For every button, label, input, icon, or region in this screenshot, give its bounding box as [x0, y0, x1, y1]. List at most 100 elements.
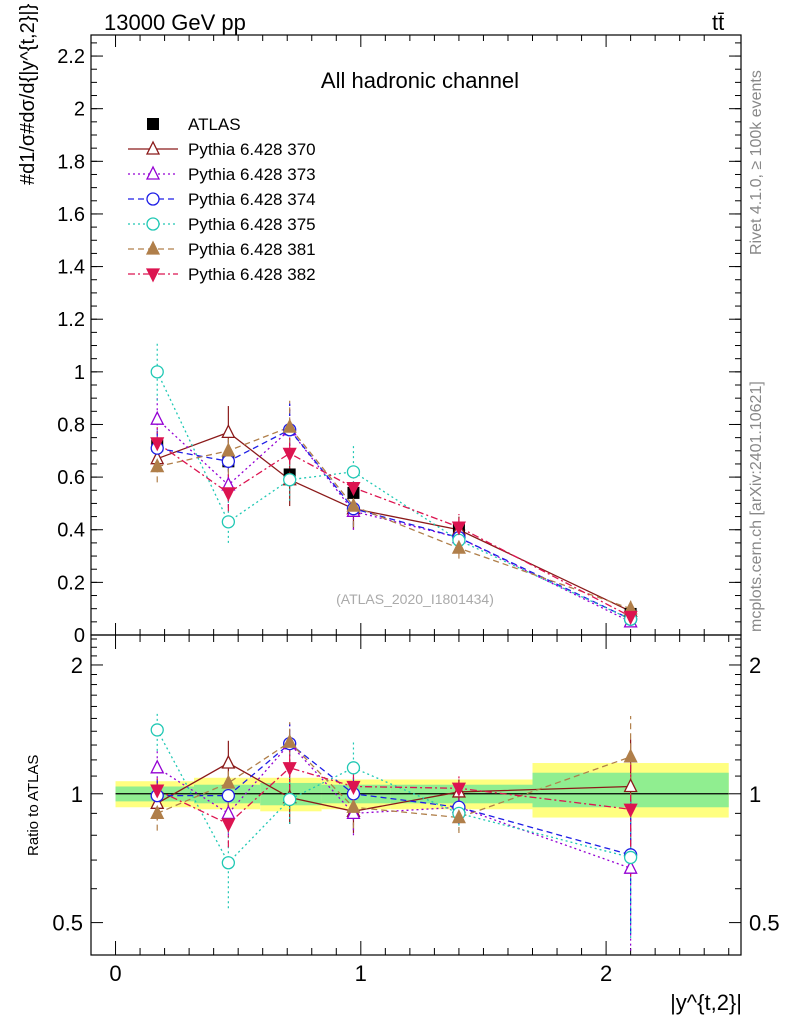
ratio-data-point	[221, 818, 236, 833]
data-point	[150, 365, 164, 379]
legend-marker	[146, 217, 160, 231]
main-data-layer	[150, 342, 638, 628]
ratio-xtick-label: 2	[600, 961, 612, 986]
data-point	[221, 423, 236, 439]
legend: ATLAS Pythia 6.428 370 Pythia 6.428 373 Pyt…	[128, 115, 316, 284]
series-line	[157, 426, 631, 610]
data-point	[221, 515, 236, 529]
data-point	[283, 473, 297, 487]
legend-marker	[145, 240, 161, 255]
process-label: tt̄	[712, 10, 724, 35]
ratio-data-point	[283, 792, 297, 807]
main-y-axis: 0 0.2 0.4 0.6 0.8 1 1.2 1.4 1.6 1.8 2 2.2	[57, 35, 741, 647]
ratio-data-point	[346, 780, 361, 795]
series-line	[156, 371, 631, 620]
main-ytick-label: 2	[74, 99, 85, 121]
ratio-data-point	[623, 850, 638, 865]
main-ylabel: #d1/σ#dσ/d{|y^{t,2}|}	[17, 3, 39, 185]
main-ytick-label: 0.2	[57, 572, 85, 594]
data-point	[221, 454, 236, 468]
main-ytick-label: 0.8	[57, 414, 85, 436]
ratio-series-line	[156, 729, 631, 864]
data-point	[221, 487, 236, 502]
ratio-ytick-label: 1	[71, 782, 83, 807]
ratio-data-point	[221, 856, 236, 870]
series-line	[156, 442, 631, 618]
ratio-data-point	[623, 748, 638, 763]
ratio-ytick-label-right: 1	[749, 782, 761, 807]
energy-label: 13000 GeV pp	[104, 10, 246, 35]
legend-marker	[145, 140, 161, 155]
main-ytick-label: 1.6	[57, 204, 85, 226]
main-ytick-label: 2.2	[57, 46, 85, 68]
data-point	[346, 481, 361, 497]
data-point	[451, 521, 466, 536]
ratio-series-line	[156, 767, 631, 825]
ratio-data-point	[282, 733, 297, 748]
ratio-axes: 0.5 0.5 1 1 2 2 0 1 2	[52, 635, 780, 986]
ratio-data-point	[623, 859, 638, 874]
ratio-series-line	[156, 741, 631, 819]
ratio-data-point	[150, 784, 165, 799]
data-point	[150, 410, 165, 425]
ratio-data-point	[150, 759, 165, 774]
ratio-series-line	[156, 762, 631, 812]
chart-title: All hadronic channel	[321, 68, 519, 93]
main-ytick-label: 1.8	[57, 151, 85, 173]
ratio-series-line	[157, 742, 631, 856]
main-ytick-label: 1.2	[57, 309, 85, 331]
ratio-ytick-label-right: 0.5	[749, 911, 780, 936]
data-point	[346, 465, 361, 479]
legend-marker	[146, 192, 160, 206]
data-point	[282, 418, 297, 433]
ratio-data-point	[221, 789, 236, 803]
ratio-data-point	[221, 774, 236, 789]
data-point	[150, 437, 165, 452]
series-line	[157, 428, 631, 620]
ratio-xtick-label: 0	[109, 961, 121, 986]
data-point	[282, 447, 297, 462]
ratio-ytick-label: 0.5	[52, 911, 83, 936]
legend-label: Pythia 6.428 382	[188, 265, 316, 284]
ratio-data-point	[623, 778, 638, 793]
ratio-panel-frame	[90, 634, 742, 956]
ratio-data-point	[221, 754, 236, 769]
data-point	[623, 610, 638, 626]
mcplots-label: mcplots.cern.ch [arXiv:2401.10621]	[748, 381, 765, 632]
ratio-data-point	[150, 804, 165, 820]
analysis-id: (ATLAS_2020_I1801434)	[336, 591, 494, 607]
ratio-data-point	[346, 761, 361, 775]
ratio-ytick-label: 2	[71, 653, 83, 678]
ratio-data-layer	[150, 711, 638, 951]
ratio-data-point	[150, 723, 164, 737]
ratio-series-line	[156, 742, 631, 869]
legend-marker	[145, 268, 161, 283]
xlabel: |y^{t,2}|	[670, 990, 742, 1015]
main-ytick-label: 0.6	[57, 467, 85, 489]
legend-label: Pythia 6.428 374	[188, 190, 316, 209]
ratio-data-point	[451, 782, 466, 797]
legend-marker	[145, 165, 161, 180]
legend-label: Pythia 6.428 373	[188, 165, 316, 184]
data-point	[221, 442, 236, 457]
data-point	[451, 539, 466, 554]
main-ytick-label: 0	[74, 625, 85, 647]
ratio-data-point	[623, 803, 638, 818]
data-point	[346, 497, 361, 512]
ratio-data-point	[282, 762, 297, 777]
legend-label: ATLAS	[188, 115, 241, 134]
rivet-version-label: Rivet 4.1.0, ≥ 100k events	[748, 70, 765, 255]
series-line	[157, 431, 631, 612]
legend-label: Pythia 6.428 381	[188, 240, 316, 259]
ratio-data-point	[451, 809, 466, 824]
main-ytick-label: 0.4	[57, 520, 85, 542]
main-ytick-label: 1	[74, 362, 85, 384]
ratio-ytick-label-right: 2	[749, 653, 761, 678]
main-ytick-label: 1.4	[57, 257, 85, 279]
ratio-xtick-label: 1	[355, 961, 367, 986]
legend-marker	[147, 118, 159, 130]
ratio-ylabel: Ratio to ATLAS	[25, 755, 42, 856]
data-point	[150, 458, 165, 473]
legend-label: Pythia 6.428 370	[188, 140, 316, 159]
